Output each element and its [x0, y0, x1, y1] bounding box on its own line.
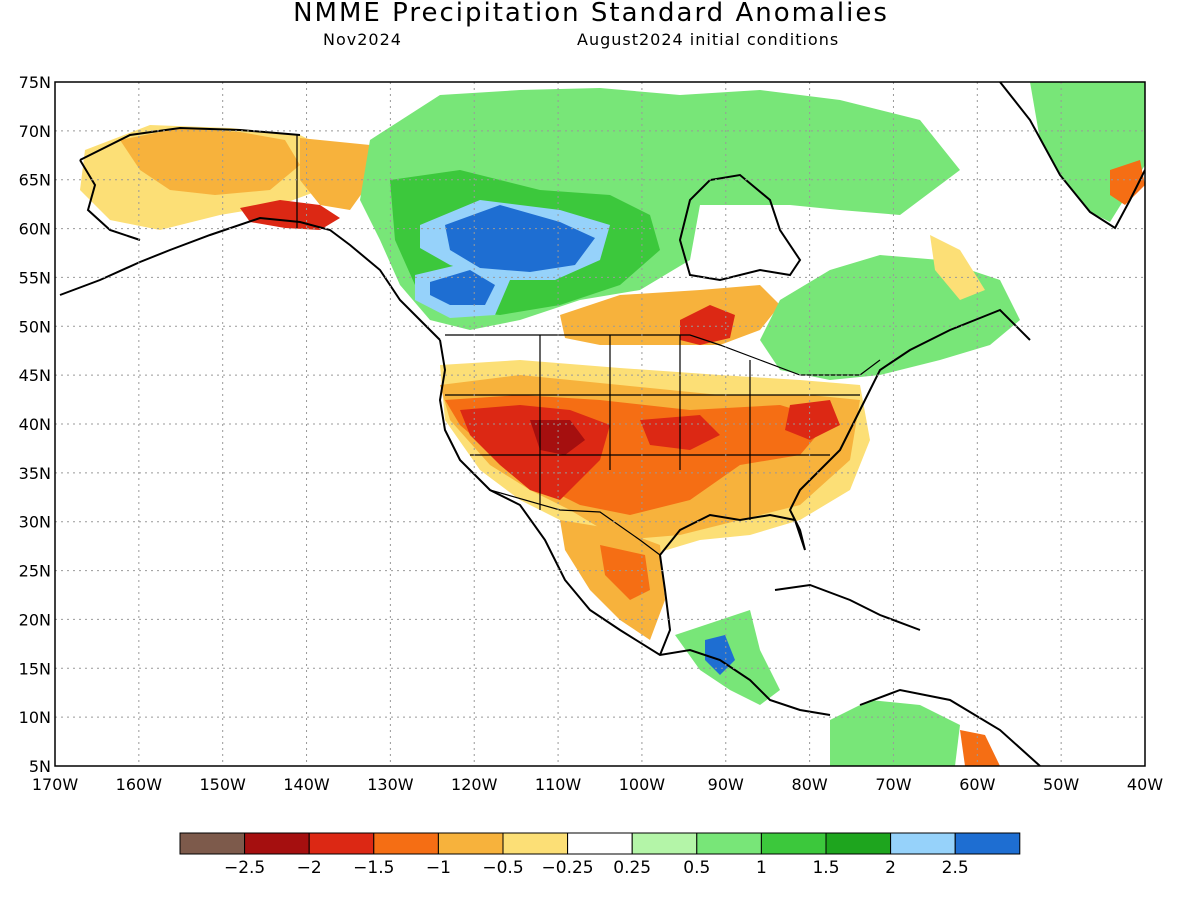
latitude-labels: 75N 70N 65N 60N 55N 50N 45N 40N 35N 30N 25N 20N 15N 1… — [19, 73, 51, 776]
colorbar-label: −1 — [426, 858, 451, 878]
colorbar-label: 2.5 — [942, 858, 969, 878]
lon-label: 130W — [367, 775, 414, 794]
colorbar-swatch — [760, 832, 827, 855]
region-mexico-dry-core — [600, 545, 650, 600]
lat-label: 5N — [29, 757, 51, 776]
lat-label: 25N — [19, 562, 51, 581]
coastline-caribbean — [774, 583, 1041, 766]
lat-label: 45N — [19, 366, 51, 385]
region-ontario-dry-core — [680, 305, 735, 345]
lat-label: 70N — [19, 122, 51, 141]
region-south-america-dry — [960, 730, 1000, 766]
region-alaska-south-coast — [240, 200, 340, 230]
lat-label: 40N — [19, 415, 51, 434]
lon-label: 100W — [619, 775, 666, 794]
lon-label: 160W — [116, 775, 163, 794]
initial-conditions-label: August2024 initial conditions — [577, 30, 840, 49]
map-frame — [54, 81, 1146, 767]
lon-label: 120W — [451, 775, 498, 794]
region-yukon — [300, 138, 375, 210]
lon-label: 70W — [875, 775, 911, 794]
boundary-us-mexico — [489, 489, 661, 556]
colorbar-label: −0.5 — [482, 858, 523, 878]
colorbar-label: −2.5 — [224, 858, 265, 878]
lon-label: 170W — [32, 775, 79, 794]
colorbar-label: 0.25 — [613, 858, 651, 878]
lon-label: 50W — [1043, 775, 1079, 794]
lat-label: 60N — [19, 220, 51, 239]
region-alaska-north-core — [120, 128, 300, 195]
coastline-alaska — [59, 126, 441, 341]
lat-label: 10N — [19, 708, 51, 727]
region-canada-wet-core — [430, 205, 595, 305]
lat-label: 55N — [19, 268, 51, 287]
boundary-states-row — [445, 335, 860, 520]
longitude-labels: 170W 160W 150W 140W 130W 120W 110W 100W 90W 80W 70… — [32, 775, 1163, 794]
coastline-west-us — [438, 339, 831, 716]
colorbar-swatch — [244, 832, 310, 855]
lon-label: 110W — [535, 775, 582, 794]
coastline-hudson-bay — [678, 173, 802, 282]
colorbar-swatch — [308, 832, 375, 855]
coastline-gulf-east — [658, 308, 1031, 656]
lon-label: 90W — [708, 775, 744, 794]
colorbar-swatch — [373, 832, 439, 855]
colorbar-label: −1.5 — [353, 858, 394, 878]
colorbar: −2.5 −2 −1.5 −1 −0.5 −0.25 0.25 0.5 1 1.5 2 2.5 — [179, 832, 1021, 878]
lat-label: 65N — [19, 171, 51, 190]
region-conus-southwest-dry-core — [530, 420, 585, 455]
colorbar-label: −2 — [297, 858, 322, 878]
lat-label: 50N — [19, 317, 51, 336]
lat-label: 75N — [19, 73, 51, 92]
lon-label: 60W — [959, 775, 995, 794]
colorbar-swatch — [954, 832, 1021, 855]
lat-label: 30N — [19, 513, 51, 532]
anomaly-fills — [80, 82, 1145, 766]
colorbar-swatch — [825, 832, 892, 855]
map-title: NMME Precipitation Standard Anomalies — [293, 0, 889, 28]
coastline-greenland — [999, 82, 1145, 230]
colorbar-swatch — [567, 832, 633, 855]
colorbar-label: 1.5 — [812, 858, 839, 878]
valid-month-label: Nov2024 — [323, 30, 402, 49]
colorbar-swatch — [179, 832, 246, 855]
colorbar-label: 2 — [885, 858, 896, 878]
colorbar-swatch — [696, 832, 762, 855]
colorbar-label: 1 — [756, 858, 767, 878]
region-labrador-dry — [930, 235, 985, 300]
lon-label: 150W — [200, 775, 247, 794]
colorbar-label: 0.5 — [683, 858, 710, 878]
colorbar-swatch — [502, 832, 569, 855]
colorbar-swatch — [437, 832, 504, 855]
lon-label: 40W — [1127, 775, 1163, 794]
coastlines — [59, 82, 1145, 766]
lat-label: 15N — [19, 659, 51, 678]
lat-label: 35N — [19, 464, 51, 483]
lon-label: 80W — [792, 775, 828, 794]
colorbar-label: −0.25 — [542, 858, 594, 878]
lat-label: 20N — [19, 610, 51, 629]
lon-label: 140W — [283, 775, 330, 794]
region-south-america-wet — [830, 700, 960, 766]
region-greenland-dry — [1110, 160, 1145, 205]
colorbar-swatch — [890, 832, 956, 855]
colorbar-swatch — [631, 832, 698, 855]
